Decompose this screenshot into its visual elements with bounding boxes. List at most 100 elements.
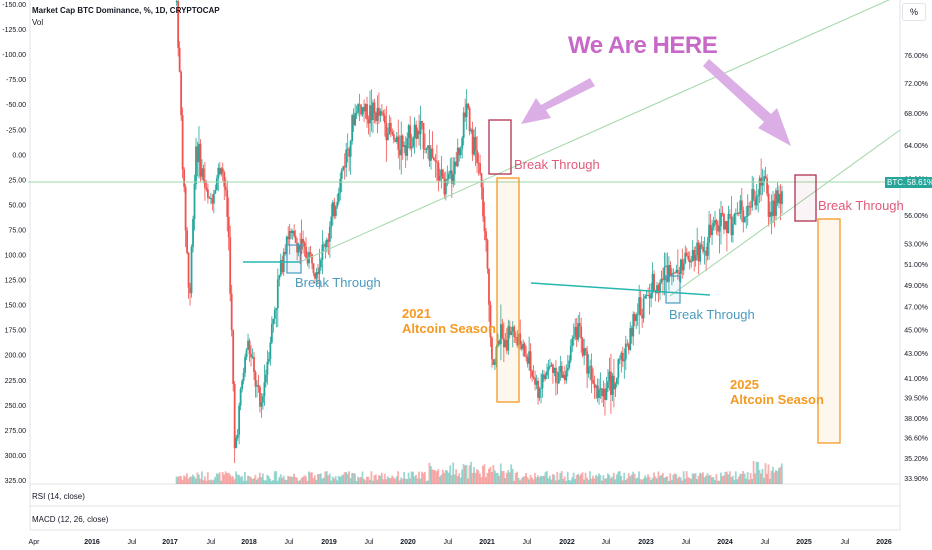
macd-pane-label[interactable]: MACD (12, 26, close) — [32, 515, 109, 524]
candle-body — [672, 272, 675, 274]
candle-body — [514, 337, 517, 338]
volume-bar — [382, 479, 385, 484]
candle-body — [273, 309, 276, 319]
volume-bar — [589, 471, 591, 484]
volume-bar — [269, 478, 272, 484]
volume-bar — [656, 478, 658, 484]
candle-body — [433, 157, 435, 161]
volume-bar — [709, 474, 712, 484]
volume-indicator-label[interactable]: Vol — [32, 18, 44, 27]
volume-bar — [639, 479, 642, 484]
volume-bar — [517, 477, 520, 484]
left-axis-tick-label: 250.00 — [5, 403, 27, 410]
volume-bar — [763, 478, 765, 484]
candle-body — [398, 149, 401, 156]
candle-body — [413, 124, 416, 138]
volume-bar — [403, 471, 406, 484]
candle-body — [324, 244, 327, 248]
candle-body — [486, 240, 489, 269]
volume-bar — [544, 472, 547, 484]
candle-body — [684, 252, 687, 264]
volume-bar — [366, 476, 368, 484]
candle-body — [187, 252, 190, 288]
volume-bar — [270, 480, 273, 484]
volume-bar — [776, 471, 779, 484]
left-axis-tick-label: -150.00 — [2, 2, 26, 9]
candle-body — [727, 214, 730, 234]
candle-body — [758, 177, 761, 195]
volume-bar — [278, 477, 281, 484]
volume-bar — [773, 472, 776, 484]
volume-bar — [574, 479, 577, 484]
altseason-box-2021 — [496, 177, 520, 403]
x-axis-tick-label: 2023 — [638, 539, 654, 546]
candle-body — [660, 278, 663, 283]
candle-body — [673, 272, 676, 274]
candle-body — [409, 125, 412, 149]
volume-bar — [358, 477, 361, 484]
candle-body — [492, 359, 495, 365]
candle-body — [770, 211, 773, 217]
drawing-overlays — [28, 0, 901, 444]
volume-bar — [232, 476, 234, 484]
candle-body — [178, 47, 181, 72]
volume-bar — [339, 476, 342, 484]
candle-body — [375, 112, 377, 121]
candle-body — [306, 257, 309, 264]
candle-body — [346, 148, 349, 150]
candle-body — [511, 326, 514, 332]
symbol-title[interactable]: Market Cap BTC Dominance, %, 1D, CRYPTOC… — [32, 6, 220, 15]
candle-body — [220, 168, 223, 175]
volume-bar — [562, 478, 565, 484]
candle-body — [288, 230, 291, 240]
candle-body — [325, 239, 328, 248]
volume-bar — [648, 476, 651, 484]
candle-body — [740, 200, 743, 211]
volume-bar — [535, 477, 538, 484]
candle-body — [592, 379, 594, 384]
candle-body — [483, 216, 486, 232]
volume-bar — [660, 475, 663, 484]
volume-bar — [670, 480, 673, 484]
right-axis-tick-label: 43.00% — [904, 351, 928, 358]
candle-body — [186, 230, 188, 253]
candle-body — [608, 371, 611, 382]
volume-bar — [758, 469, 761, 484]
candle-body — [334, 206, 337, 217]
candle-body — [691, 249, 694, 262]
volume-bar — [566, 471, 569, 484]
volume-bar — [580, 473, 582, 484]
volume-bar — [452, 462, 455, 484]
volume-bar — [598, 473, 600, 484]
candle-body — [245, 349, 248, 358]
percent-scale-button[interactable]: % — [902, 3, 926, 21]
candle-body — [690, 261, 693, 263]
candle-body — [581, 338, 584, 356]
candle-body — [702, 246, 705, 252]
rsi-pane-label[interactable]: RSI (14, close) — [32, 492, 85, 501]
left-axis-tick-label: 325.00 — [5, 478, 27, 485]
volume-bar — [273, 471, 276, 484]
candle-body — [501, 324, 504, 339]
left-axis-tick-label: 0.00 — [12, 152, 26, 159]
volume-bar — [398, 480, 401, 484]
left-axis-tick-label: 125.00 — [5, 278, 27, 285]
volume-bar — [361, 471, 364, 484]
candle-body — [276, 279, 279, 309]
volume-bar — [693, 473, 696, 484]
candle-body — [629, 328, 632, 350]
volume-bar — [620, 475, 623, 484]
candle-body — [309, 252, 312, 254]
volume-bar — [380, 472, 383, 484]
candle-body — [336, 201, 339, 207]
volume-bar — [583, 479, 585, 484]
volume-bar — [229, 474, 232, 484]
volume-bar — [696, 479, 698, 484]
volume-bar — [495, 472, 498, 484]
volume-bar — [474, 472, 477, 484]
volume-bar — [757, 461, 759, 484]
volume-bar — [742, 471, 745, 484]
volume-bar — [215, 473, 218, 484]
volume-bar — [538, 477, 541, 484]
